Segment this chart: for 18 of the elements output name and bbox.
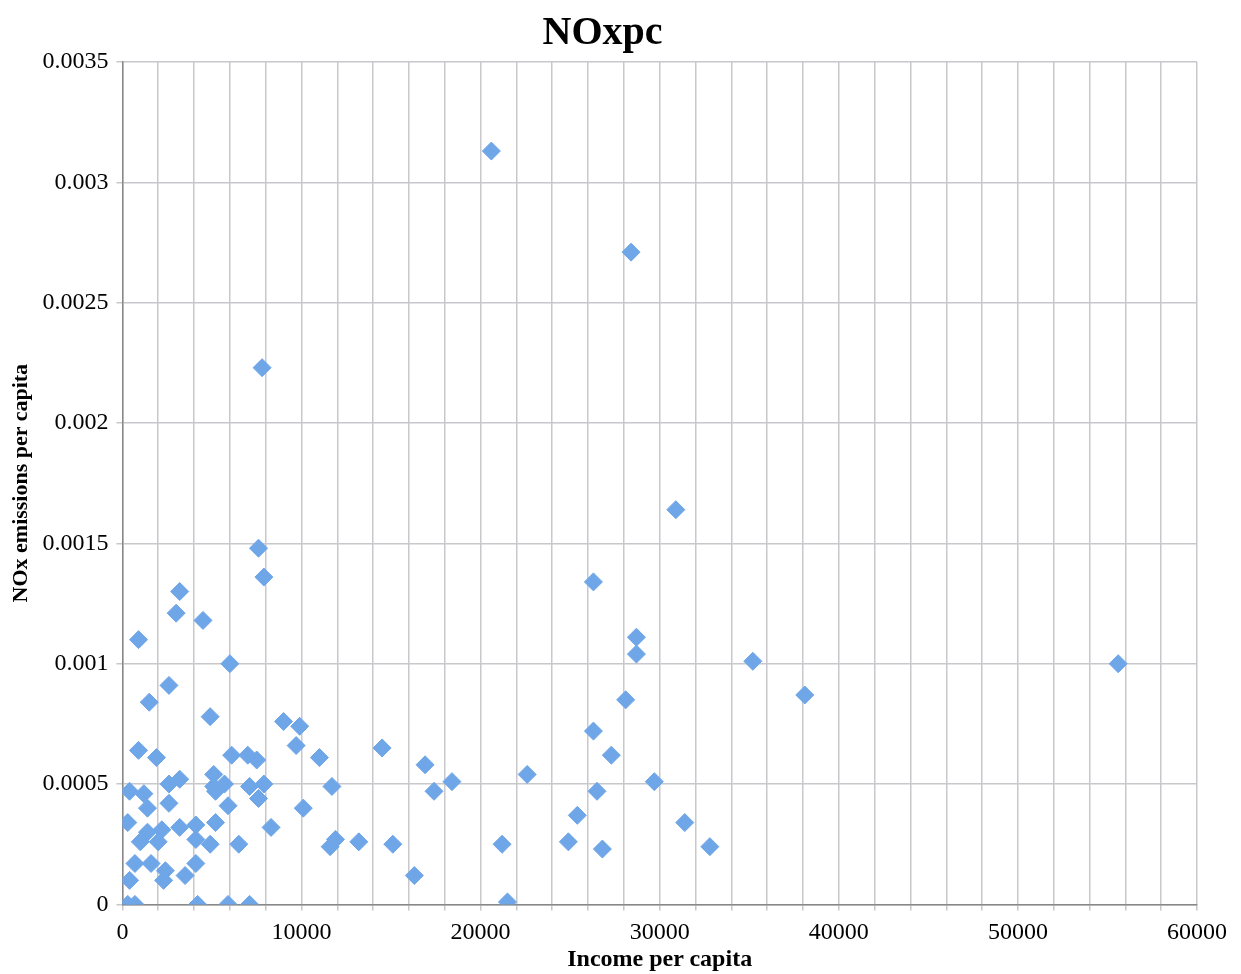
x-tick-label: 40000	[808, 918, 869, 945]
y-tick-label: 0.0005	[42, 769, 109, 796]
chart-title: NOxpc	[542, 8, 663, 54]
y-axis-title: NOx emissions per capita	[6, 363, 32, 603]
y-tick-label: 0.0035	[42, 47, 109, 74]
y-tick-label: 0.0015	[42, 528, 109, 555]
x-tick-label: 30000	[629, 918, 690, 945]
y-tick-label: 0.002	[54, 408, 109, 435]
y-tick-label: 0	[96, 889, 109, 916]
y-tick-label: 0.003	[54, 167, 109, 194]
x-tick-label: 10000	[271, 918, 332, 945]
y-tick-label: 0.0025	[42, 287, 109, 314]
y-tick-label: 0.001	[54, 649, 109, 676]
x-tick-label: 20000	[450, 918, 511, 945]
x-tick-label: 50000	[987, 918, 1048, 945]
x-axis-title: Income per capita	[567, 944, 753, 971]
x-tick-label: 60000	[1167, 918, 1227, 945]
x-tick-label: 0	[116, 918, 129, 945]
